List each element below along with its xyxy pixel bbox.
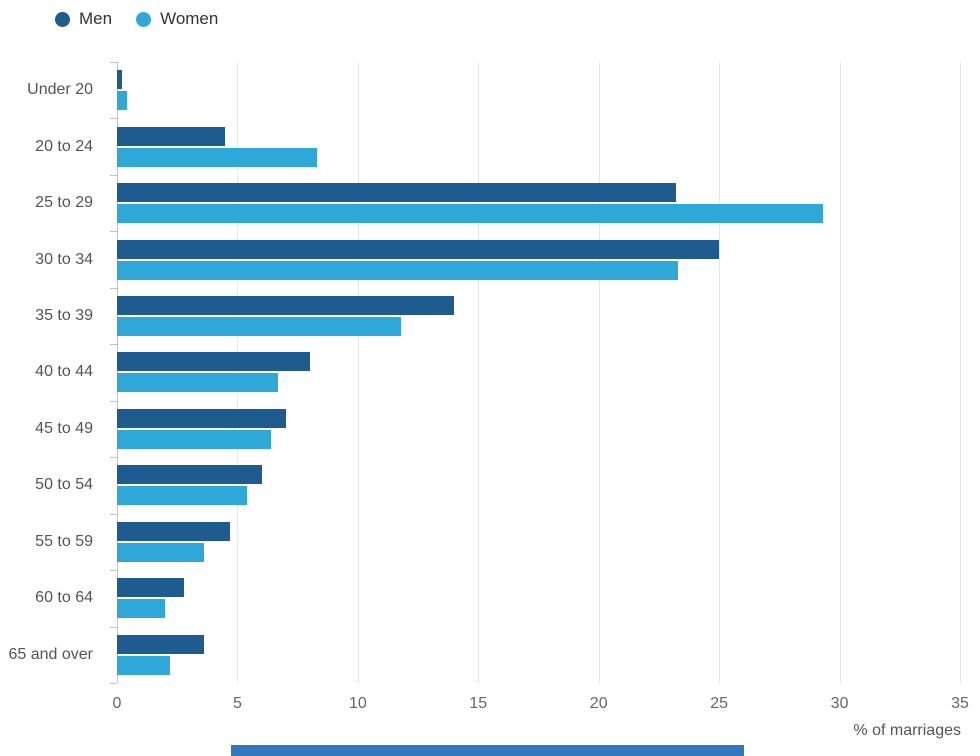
- bar-pair: [117, 126, 960, 167]
- category-label: 55 to 59: [35, 532, 93, 550]
- bar-men[interactable]: [117, 578, 185, 598]
- x-tick-label: 5: [232, 695, 242, 712]
- chart-legend: Men Women: [55, 9, 218, 29]
- bar-pair: [117, 634, 960, 675]
- bar-pair: [117, 296, 960, 337]
- bar-women[interactable]: [117, 655, 170, 675]
- y-axis-tick: [110, 513, 117, 515]
- bar-pair: [117, 239, 960, 280]
- y-axis-tick: [110, 626, 117, 628]
- x-tick-label: 10: [348, 695, 367, 712]
- legend-label: Men: [79, 9, 113, 28]
- bar-group: 35 to 39: [0, 288, 960, 344]
- legend-marker-icon: [136, 11, 152, 27]
- x-tick-label: 25: [710, 695, 729, 712]
- x-tick-label: 0: [112, 695, 122, 712]
- bar-group: 25 to 29: [0, 175, 960, 231]
- gridline: [237, 62, 239, 683]
- bar-pair: [117, 521, 960, 562]
- bar-group: Under 20: [0, 62, 960, 118]
- bar-men[interactable]: [117, 521, 231, 541]
- bar-women[interactable]: [117, 429, 272, 449]
- bar-women[interactable]: [117, 486, 248, 506]
- y-axis-tick: [110, 457, 117, 459]
- bar-women[interactable]: [117, 204, 823, 224]
- bar-pair: [117, 465, 960, 506]
- y-axis-line: [117, 62, 118, 683]
- x-tick-label: 30: [830, 695, 849, 712]
- gridline: [719, 62, 721, 683]
- bar-group: 55 to 59: [0, 514, 960, 570]
- bar-men[interactable]: [117, 634, 204, 654]
- gridline: [598, 62, 600, 683]
- bar-pair: [117, 352, 960, 393]
- grid-overlay: [117, 62, 961, 683]
- y-axis-tick: [110, 231, 117, 233]
- gridline: [960, 62, 961, 683]
- bar-group: 30 to 34: [0, 231, 960, 287]
- x-tick-label: 15: [469, 695, 488, 712]
- bar-group: 60 to 64: [0, 570, 960, 626]
- category-label: 20 to 24: [35, 137, 93, 155]
- gridline: [478, 62, 480, 683]
- bar-women[interactable]: [117, 260, 679, 280]
- chart-rows: Under 20 20 to 24 25 to 29 30 to 34 35 to 39…: [0, 62, 960, 683]
- category-label: 60 to 64: [35, 589, 93, 607]
- bar-women[interactable]: [117, 599, 166, 619]
- bar-group: 65 and over: [0, 627, 960, 683]
- bar-group: 45 to 49: [0, 401, 960, 457]
- category-label: 35 to 39: [35, 307, 93, 325]
- legend-marker-icon: [55, 11, 70, 27]
- bar-men[interactable]: [117, 465, 262, 485]
- bar-men[interactable]: [117, 352, 310, 372]
- bar-group: 50 to 54: [0, 457, 960, 513]
- category-label: 45 to 49: [35, 419, 93, 437]
- y-axis-tick: [110, 683, 117, 684]
- bar-men[interactable]: [117, 70, 122, 90]
- y-axis-tick: [110, 570, 117, 572]
- y-axis-tick: [110, 287, 117, 289]
- category-label: 30 to 34: [35, 250, 93, 268]
- bar-pair: [117, 578, 960, 619]
- gridline: [357, 62, 359, 683]
- bar-pair: [117, 70, 960, 111]
- bar-men[interactable]: [117, 239, 720, 259]
- y-axis-tick: [110, 118, 117, 120]
- x-tick-label: 35: [951, 695, 969, 712]
- bar-women[interactable]: [117, 91, 127, 111]
- legend-item-men[interactable]: Men: [55, 9, 112, 29]
- category-label: Under 20: [27, 81, 93, 99]
- bar-men[interactable]: [117, 296, 455, 316]
- bar-group: 20 to 24: [0, 118, 960, 174]
- bar-men[interactable]: [117, 183, 676, 203]
- bar-men[interactable]: [117, 408, 286, 428]
- horizontal-scrollbar-thumb[interactable]: [231, 745, 744, 756]
- legend-label: Women: [160, 9, 219, 28]
- bar-group: 40 to 44: [0, 344, 960, 400]
- bar-women[interactable]: [117, 373, 279, 393]
- bar-pair: [117, 183, 960, 224]
- bar-women[interactable]: [117, 147, 317, 167]
- x-axis-labels: 0 5 10 15 20 25 30 35: [113, 683, 969, 713]
- y-axis-tick: [110, 344, 117, 346]
- y-axis-tick: [110, 174, 117, 176]
- category-label: 40 to 44: [35, 363, 93, 381]
- legend-item-women[interactable]: Women: [136, 9, 218, 29]
- x-tick-label: 20: [589, 695, 608, 712]
- bar-women[interactable]: [117, 317, 402, 337]
- category-label: 50 to 54: [35, 476, 93, 494]
- y-axis-tick: [110, 400, 117, 402]
- bar-women[interactable]: [117, 542, 204, 562]
- category-label: 65 and over: [8, 645, 93, 663]
- x-axis-title: % of marriages: [853, 722, 961, 739]
- bar-men[interactable]: [117, 126, 226, 146]
- y-axis-tick: [110, 62, 117, 63]
- bar-pair: [117, 408, 960, 449]
- gridline: [839, 62, 841, 683]
- plot-area: Under 20 20 to 24 25 to 29 30 to 34 35 to 39…: [0, 62, 961, 684]
- category-label: 25 to 29: [35, 194, 93, 212]
